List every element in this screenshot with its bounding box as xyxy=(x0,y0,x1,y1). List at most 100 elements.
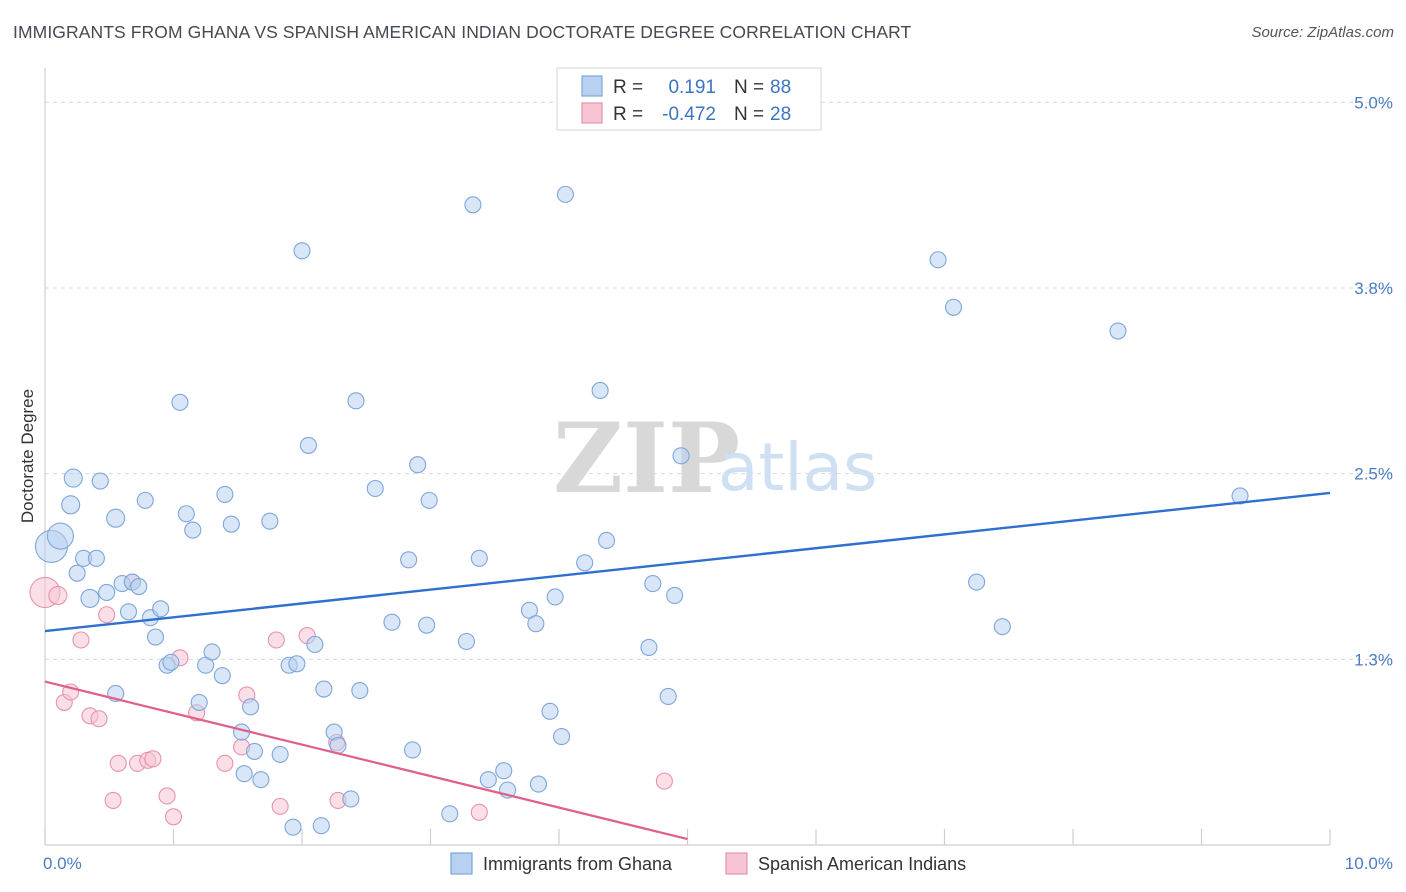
ghana-point-49 xyxy=(347,392,365,410)
ghana-point-77 xyxy=(659,687,677,706)
ghana-point-74 xyxy=(597,531,616,550)
series-legend: Immigrants from Ghana Spanish American I… xyxy=(450,852,966,875)
ghana-point-21 xyxy=(162,653,180,671)
ghana-point-58 xyxy=(441,805,459,823)
spanish-point-26 xyxy=(470,803,488,821)
ghana-point-67 xyxy=(529,775,547,793)
ghana-point-82 xyxy=(968,573,986,591)
gridlines xyxy=(45,101,1392,660)
spanish-point-8 xyxy=(104,791,122,809)
ghana-point-35 xyxy=(252,771,270,789)
ghana-point-16 xyxy=(136,491,154,509)
ghana-point-71 xyxy=(556,185,574,203)
ghana-point-42 xyxy=(299,436,317,454)
ghana-point-52 xyxy=(383,613,401,631)
ghana-point-54 xyxy=(403,741,422,759)
ghana-point-22 xyxy=(171,393,189,411)
legend-n-value-2: 28 xyxy=(770,104,791,125)
ghana-point-4 xyxy=(68,564,86,582)
ghana-point-7 xyxy=(87,549,105,567)
spanish-point-9 xyxy=(109,754,127,772)
ghana-point-53 xyxy=(400,551,418,569)
ghana-point-41 xyxy=(293,242,311,260)
ghana-point-11 xyxy=(106,508,126,528)
spanish-point-1 xyxy=(48,585,68,605)
ghana-point-51 xyxy=(366,479,384,498)
ghana-point-72 xyxy=(576,554,594,572)
ghana-point-50 xyxy=(351,681,369,700)
spanish-point-18 xyxy=(216,754,234,772)
x-tick-label-min: 0.0% xyxy=(43,854,82,873)
correlation-legend: R = 0.191 N = 88 R = -0.472 N = 28 xyxy=(556,67,822,131)
ghana-point-59 xyxy=(457,632,476,651)
ghana-point-68 xyxy=(541,702,559,720)
legend-n-label-2: N = xyxy=(734,104,764,125)
ghana-point-18 xyxy=(146,628,165,646)
bottom-legend-swatch-pink xyxy=(725,852,748,875)
ghana-point-78 xyxy=(666,586,684,604)
spanish-point-14 xyxy=(158,787,176,805)
y-tick-label-0: 1.3% xyxy=(1354,650,1393,669)
chart-source: Source: ZipAtlas.com xyxy=(1251,24,1394,41)
spanish-point-27 xyxy=(655,772,673,790)
spanish-point-15 xyxy=(164,808,183,826)
legend-r-value-2: -0.472 xyxy=(662,104,716,125)
chart-title: IMMIGRANTS FROM GHANA VS SPANISH AMERICA… xyxy=(13,22,912,42)
legend-r-label-2: R = xyxy=(613,104,643,125)
y-tick-label-1: 2.5% xyxy=(1354,465,1393,484)
ghana-point-34 xyxy=(245,742,264,760)
y-tick-label-2: 3.8% xyxy=(1354,279,1393,298)
ghana-point-15 xyxy=(130,577,148,596)
ghana-point-27 xyxy=(203,643,221,661)
ghana-point-45 xyxy=(315,680,333,698)
ghana-point-60 xyxy=(464,196,482,214)
ghana-point-83 xyxy=(993,618,1011,636)
ghana-point-69 xyxy=(546,588,564,606)
ghana-point-6 xyxy=(80,588,100,608)
legend-swatch-pink xyxy=(581,102,603,124)
legend-r-value-1: 0.191 xyxy=(668,77,716,98)
legend-n-label-1: N = xyxy=(734,77,764,98)
ghana-point-73 xyxy=(591,381,609,400)
ghana-point-56 xyxy=(418,616,436,634)
ghana-point-70 xyxy=(553,728,571,746)
spanish-point-21 xyxy=(267,631,285,649)
legend-r-label-1: R = xyxy=(613,77,643,98)
y-axis-label: Doctorate Degree xyxy=(18,389,37,523)
ghana-point-39 xyxy=(284,818,302,836)
ghana-point-61 xyxy=(470,549,488,567)
x-axis-ticks xyxy=(44,829,1331,845)
series-immigrants-from-ghana xyxy=(34,185,1249,836)
spanish-point-2 xyxy=(72,631,90,649)
ghana-point-63 xyxy=(495,762,513,780)
ghana-point-19 xyxy=(152,600,170,618)
ghana-point-57 xyxy=(420,491,438,509)
ghana-point-62 xyxy=(479,771,497,789)
watermark-zip: ZIP xyxy=(553,402,740,515)
legend-n-value-1: 88 xyxy=(770,77,791,98)
ghana-point-80 xyxy=(929,251,947,269)
spanish-point-13 xyxy=(144,750,162,768)
watermark-atlas: atlas xyxy=(718,429,878,506)
ghana-point-76 xyxy=(644,575,662,593)
bottom-legend-label-ghana: Immigrants from Ghana xyxy=(483,854,673,874)
ghana-point-30 xyxy=(222,515,240,533)
bottom-legend-label-spanish: Spanish American Indians xyxy=(758,854,966,874)
ghana-point-25 xyxy=(190,693,208,711)
x-tick-label-max: 10.0% xyxy=(1345,854,1393,873)
ghana-point-28 xyxy=(213,667,231,685)
ghana-point-1 xyxy=(46,522,74,550)
ghana-point-85 xyxy=(1231,487,1249,505)
legend-swatch-blue xyxy=(581,75,603,97)
ghana-point-3 xyxy=(63,468,83,488)
ghana-point-43 xyxy=(306,635,324,654)
ghana-point-75 xyxy=(640,638,658,656)
ghana-point-32 xyxy=(235,765,253,783)
ghana-point-8 xyxy=(91,472,109,490)
ghana-point-55 xyxy=(409,456,427,474)
ghana-point-29 xyxy=(216,485,234,503)
ghana-point-66 xyxy=(527,615,545,633)
ghana-point-48 xyxy=(342,790,360,808)
ghana-point-23 xyxy=(177,505,195,523)
